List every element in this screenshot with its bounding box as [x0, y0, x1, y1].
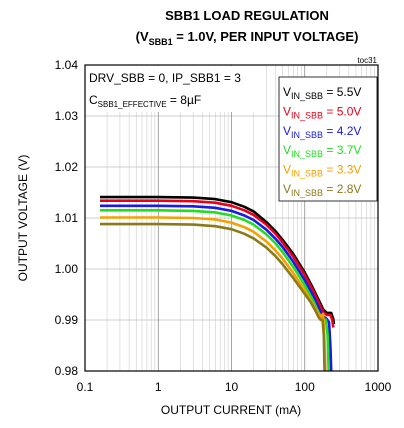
- y-tick-label: 0.99: [55, 313, 79, 327]
- series-line-3.3V: [100, 216, 327, 372]
- annotation-line-1: DRV_SBB = 0, IP_SBB1 = 3: [89, 71, 241, 85]
- legend-entry-3.7V: VIN_SBB = 3.7V: [283, 143, 361, 159]
- legend-box: [278, 76, 378, 202]
- series-line-5.5V: [100, 195, 336, 325]
- x-tick-label: 10: [225, 380, 239, 394]
- y-tick-label: 1.01: [55, 211, 79, 225]
- y-tick-labels: 0.98 0.99 1.00 1.01 1.02 1.03 1.04: [55, 58, 79, 378]
- x-tick-label: 100: [295, 380, 315, 394]
- y-tick-label: 1.00: [55, 262, 79, 276]
- annotation-box: [86, 66, 264, 112]
- annotation-line-2: CSBB1_EFFECTIVE = 8µF: [89, 93, 201, 109]
- y-tick-label: 0.98: [55, 364, 79, 378]
- x-axis-label: OUTPUT CURRENT (mA): [161, 403, 301, 417]
- legend-entry-3.3V: VIN_SBB = 3.3V: [283, 163, 361, 179]
- y-tick-label: 1.02: [55, 160, 79, 174]
- legend-entry-5.0V: VIN_SBB = 5.0V: [283, 104, 361, 120]
- x-tick-label: 1: [155, 380, 162, 394]
- legend: VIN_SBB = 5.5V VIN_SBB = 5.0V VIN_SBB = 4.…: [283, 85, 361, 198]
- plot-frame: [84, 64, 379, 372]
- y-tick-label: 1.04: [55, 58, 79, 72]
- x-tick-labels: 0.1 1 10 100 1000: [77, 380, 392, 394]
- chart-title: SBB1 LOAD REGULATION: [165, 8, 329, 23]
- series-group: [100, 195, 336, 372]
- series-line-4.2V: [100, 204, 333, 372]
- legend-entry-4.2V: VIN_SBB = 4.2V: [283, 124, 361, 140]
- y-axis-label: OUTPUT VOLTAGE (V): [16, 155, 30, 282]
- series-line-5.0V: [100, 199, 335, 328]
- legend-entry-2.8V: VIN_SBB = 2.8V: [283, 182, 361, 198]
- x-tick-label: 0.1: [77, 380, 94, 394]
- chart-subtitle: (VSBB1 = 1.0V, PER INPUT VOLTAGE): [136, 29, 359, 47]
- legend-entry-5.5V: VIN_SBB = 5.5V: [283, 85, 361, 101]
- y-tick-label: 1.03: [55, 109, 79, 123]
- x-tick-label: 1000: [365, 380, 392, 394]
- toc-tag: toc31: [357, 56, 377, 65]
- series-line-2.8V: [100, 222, 326, 372]
